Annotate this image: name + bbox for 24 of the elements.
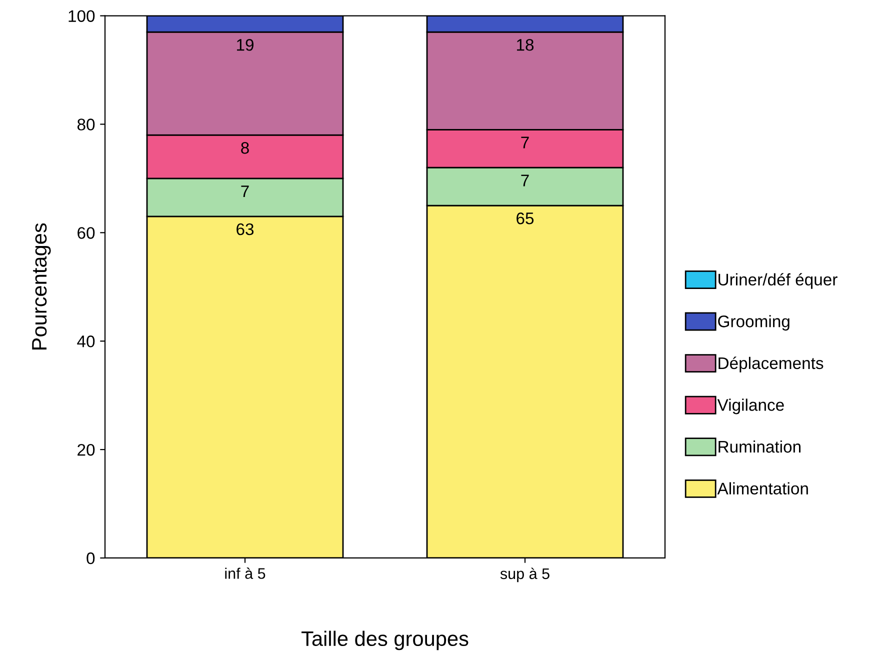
- data-label: 7: [241, 186, 249, 198]
- legend-label: Alimentation: [717, 482, 808, 494]
- data-label: 7: [521, 136, 529, 148]
- y-tick-label: 20: [78, 444, 95, 456]
- x-tick-label: sup à 5: [500, 568, 550, 582]
- y-tick-label: 60: [78, 227, 95, 239]
- legend-label: Rumination: [718, 440, 800, 453]
- data-label: 7: [521, 174, 529, 186]
- data-label: 8: [241, 142, 249, 154]
- y-tick-label: 100: [68, 10, 95, 22]
- data-label: 63: [236, 223, 254, 236]
- y-tick-label: 80: [77, 118, 95, 130]
- data-label: 18: [517, 39, 534, 51]
- legend-label: Déplacements: [718, 356, 824, 372]
- x-axis-title: Taille des groupes: [302, 630, 468, 650]
- data-label: 19: [237, 39, 254, 51]
- legend-label: Vigilance: [717, 398, 784, 414]
- legend-label: Uriner/déf équer: [718, 273, 838, 289]
- x-tick-label: inf à 5: [225, 568, 266, 579]
- y-tick-label: 40: [77, 336, 95, 348]
- y-axis-title: Pourcentages: [32, 223, 51, 350]
- data-label: 65: [516, 212, 534, 224]
- y-tick-label: 0: [86, 552, 95, 564]
- legend-label: Grooming: [718, 315, 790, 331]
